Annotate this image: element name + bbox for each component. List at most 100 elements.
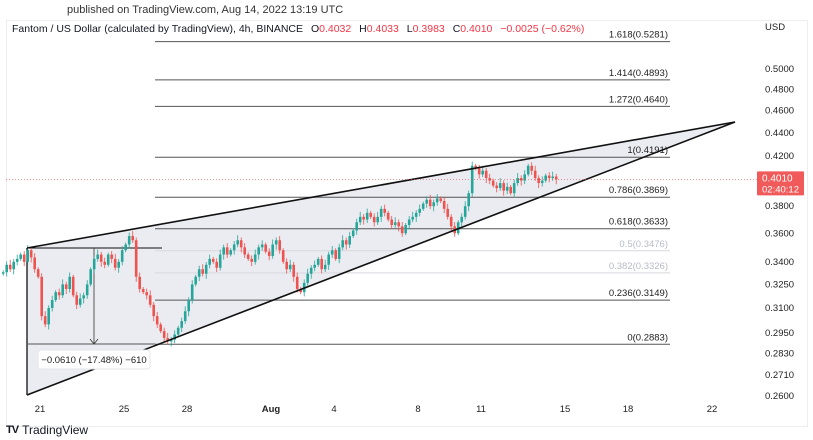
- fib-label: 1.272(0.4640): [609, 94, 668, 105]
- candle-body: [75, 295, 78, 305]
- y-tick-label: 0.4600: [765, 106, 794, 117]
- x-tick-label: 8: [415, 404, 420, 415]
- candle-body: [467, 193, 470, 207]
- candle-body: [292, 264, 295, 277]
- candle-body: [197, 269, 201, 277]
- candle-body: [229, 250, 232, 255]
- candle-body: [8, 264, 12, 270]
- x-tick-label: 15: [560, 404, 571, 415]
- candle-body: [201, 269, 204, 274]
- candle-body: [390, 219, 393, 225]
- footer[interactable]: TV TradingView: [6, 423, 88, 437]
- candle-body: [64, 284, 68, 290]
- candle-body: [379, 208, 383, 217]
- candle-body: [19, 254, 22, 259]
- x-tick-label: 25: [119, 404, 130, 415]
- candle-body: [99, 254, 103, 262]
- candle-body: [141, 289, 145, 293]
- candle-body: [253, 254, 257, 262]
- candle-body: [495, 185, 498, 189]
- candle-body: [190, 284, 194, 301]
- candle-body: [85, 284, 89, 296]
- candle-body: [187, 300, 190, 312]
- candle-body: [145, 292, 148, 296]
- candle-body: [61, 284, 64, 296]
- candle-body: [33, 257, 36, 270]
- fib-label: 0.382(0.3326): [609, 261, 668, 272]
- candle-body: [460, 216, 463, 223]
- candle-body: [68, 276, 71, 290]
- candle-body: [295, 276, 299, 290]
- candle-body: [166, 337, 169, 342]
- y-tick-label: 0.2710: [765, 370, 794, 381]
- candle-body: [232, 244, 236, 251]
- candle-body: [439, 198, 442, 201]
- candle-body: [176, 327, 180, 335]
- candle-body: [421, 203, 425, 209]
- x-tick-label: 18: [623, 404, 634, 415]
- candle-body: [22, 254, 26, 262]
- candle-body: [26, 250, 29, 262]
- candle-body: [29, 250, 33, 258]
- candle-body: [432, 202, 435, 207]
- candle-body: [362, 216, 365, 220]
- candle-body: [348, 236, 351, 245]
- candle-body: [117, 261, 120, 268]
- candle-body: [428, 199, 432, 207]
- candle-body: [1, 272, 5, 274]
- candle-body: [323, 264, 327, 270]
- candle-body: [355, 222, 358, 231]
- candle-body: [337, 247, 341, 259]
- tradingview-logo-icon: TV: [6, 424, 19, 436]
- low-value: 0.3983: [412, 23, 445, 35]
- candle-body: [50, 300, 54, 309]
- candle-body: [537, 178, 540, 184]
- candle-body: [89, 269, 92, 285]
- candle-body: [365, 212, 369, 220]
- candle-body: [358, 216, 362, 223]
- candle-body: [162, 331, 166, 338]
- candle-body: [36, 269, 40, 277]
- y-tick-label: 0.2950: [765, 328, 794, 339]
- candle-body: [15, 258, 19, 262]
- candle-body: [481, 170, 484, 175]
- candle-body: [155, 316, 159, 325]
- candle-body: [78, 298, 82, 305]
- candle-body: [5, 264, 8, 273]
- y-tick-label: 0.4200: [765, 151, 794, 162]
- candle-body: [306, 273, 309, 283]
- candle-body: [278, 240, 281, 251]
- candle-body: [264, 244, 267, 252]
- candle-body: [250, 258, 253, 262]
- candle-body: [267, 251, 271, 256]
- high-value: 0.4033: [366, 23, 399, 35]
- candle-body: [43, 316, 47, 325]
- last-price-value: 0.4010: [762, 173, 793, 184]
- candle-body: [544, 175, 547, 181]
- candle-body: [551, 176, 554, 179]
- candle-body: [351, 230, 355, 237]
- candle-body: [204, 264, 208, 274]
- last-price-badge: [757, 171, 804, 196]
- published-note: published on TradingView.com, Aug 14, 20…: [67, 4, 344, 16]
- candle-body: [498, 183, 502, 189]
- candle-body: [523, 174, 526, 181]
- candle-body: [120, 250, 124, 262]
- change-value: −0.0025 (−0.62%): [500, 23, 585, 35]
- candle-body: [400, 226, 404, 234]
- candle-body: [435, 198, 439, 203]
- y-tick-label: 0.2830: [765, 349, 794, 360]
- candle-body: [407, 219, 411, 225]
- fib-label: 0.5(0.3476): [619, 239, 668, 250]
- candle-body: [285, 261, 288, 270]
- candle-body: [470, 165, 474, 194]
- candle-body: [40, 276, 43, 317]
- candle-body: [134, 240, 138, 277]
- fib-label: 0(0.2883): [627, 332, 668, 343]
- candle-body: [554, 176, 558, 180]
- candle-body: [222, 247, 225, 255]
- candle-body: [519, 178, 523, 181]
- candle-body: [274, 240, 278, 245]
- chart-frame[interactable]: [6, 20, 808, 427]
